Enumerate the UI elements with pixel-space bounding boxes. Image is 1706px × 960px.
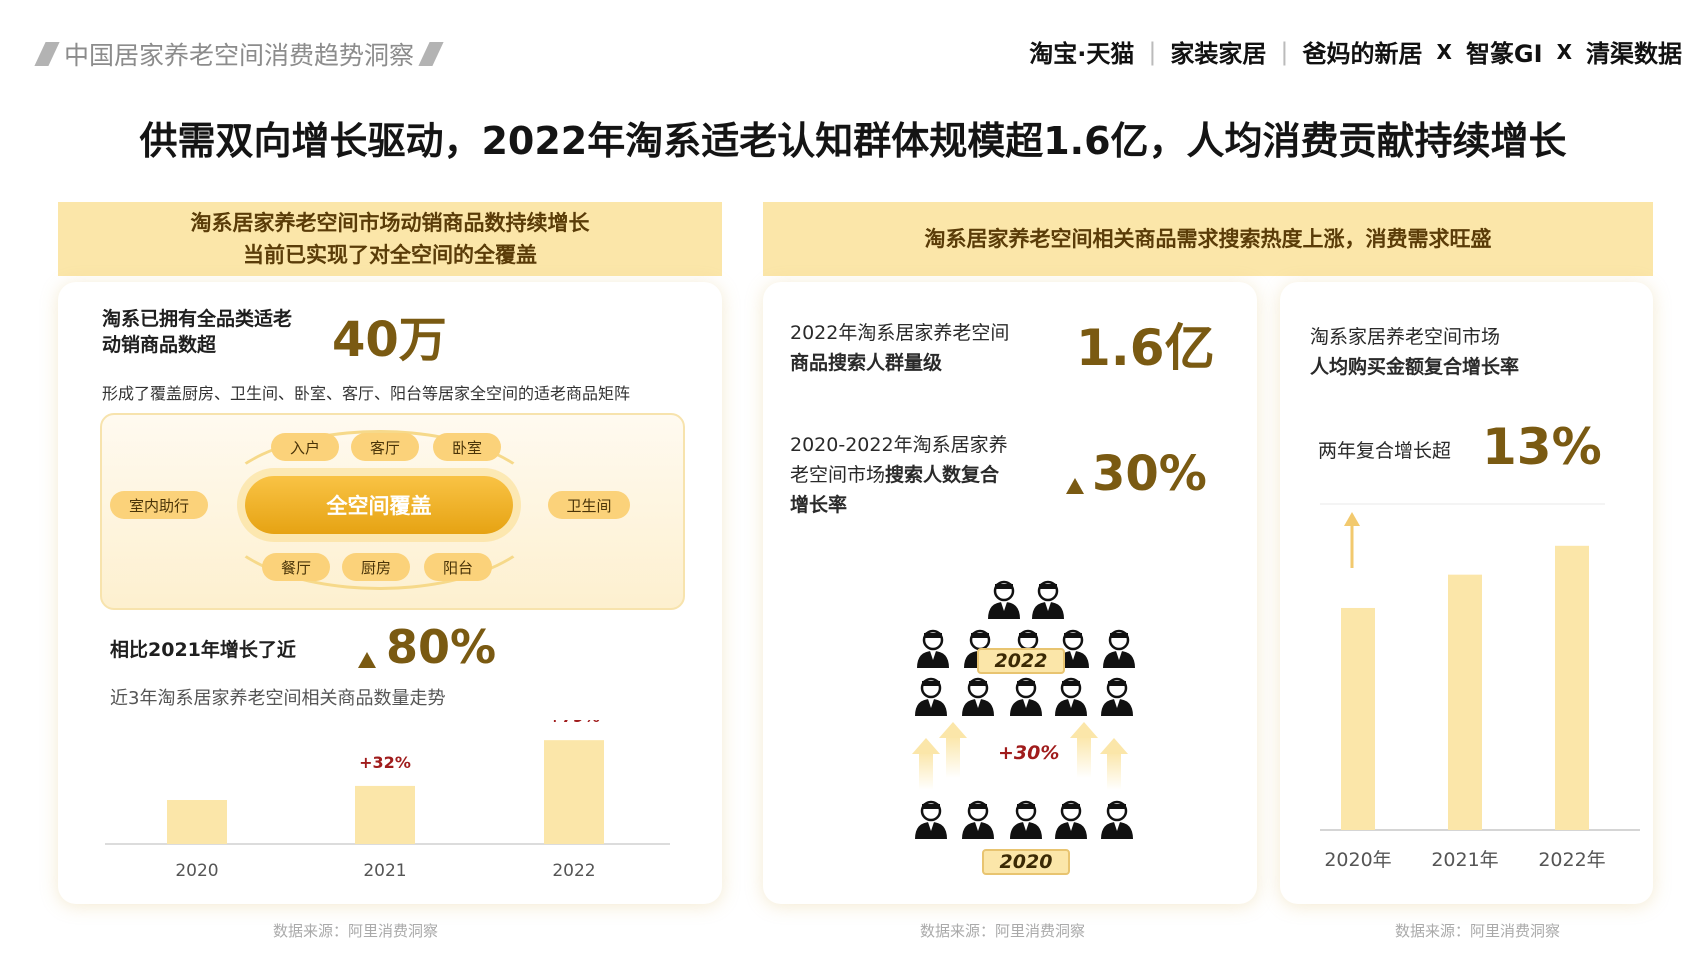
person-icon <box>1101 800 1133 839</box>
slash-decoration-right <box>418 42 444 66</box>
room-pill-walking-aid: 室内助行 <box>110 491 208 519</box>
right-bar-chart: 2020年 2021年 2022年 <box>1320 503 1640 871</box>
left-banner-line2: 当前已实现了对全空间的全覆盖 <box>243 243 537 267</box>
room-pill-kitchen: 厨房 <box>342 553 410 581</box>
left-source: 数据来源：阿里消费洞察 <box>273 922 439 940</box>
bar-2021年 <box>1448 574 1482 830</box>
room-pill-entrance: 入户 <box>271 433 339 461</box>
arc-bottom <box>212 430 547 590</box>
growth-tag-30: +30% <box>998 742 1060 764</box>
brand-partner2: 清渠数据 <box>1586 40 1682 68</box>
room-pill-bathroom: 卫生间 <box>548 491 630 519</box>
brand-parents: 爸妈的新居 <box>1302 40 1423 68</box>
middle-stat2-label: 2020-2022年淘系居家养 老空间市场搜索人数复合 增长率 <box>790 430 1008 520</box>
x-tick-label: 2020 <box>175 861 218 881</box>
right-source: 数据来源：阿里消费洞察 <box>1395 922 1561 940</box>
person-icon <box>988 580 1020 619</box>
left-growth-label: 相比2021年增长了近 <box>110 639 296 661</box>
partner-separator: X <box>1556 39 1572 64</box>
person-icon <box>1057 629 1089 668</box>
coverage-center-pill: 全空间覆盖 <box>245 476 513 534</box>
bar-2022 <box>544 740 604 844</box>
bar-annotation: +32% <box>359 753 411 772</box>
left-banner: 淘系居家养老空间市场动销商品数持续增长 当前已实现了对全空间的全覆盖 <box>58 202 722 276</box>
room-pill-bedroom: 卧室 <box>433 433 501 461</box>
left-stat-value: 40万 <box>332 312 447 368</box>
report-title: 中国居家养老空间消费趋势洞察 <box>64 41 415 70</box>
left-growth-value: 80% <box>386 620 497 674</box>
middle-stat1-value: 1.6亿 <box>1076 319 1215 377</box>
left-stat-label-line1: 淘系已拥有全品类适老 <box>102 308 293 330</box>
bar-annotation: +79% <box>548 720 600 726</box>
up-arrow-icon <box>1070 722 1098 778</box>
left-desc: 形成了覆盖厨房、卫生间、卧室、客厅、阳台等居家全空间的适老商品矩阵 <box>102 384 631 403</box>
x-tick-label: 2022 <box>552 861 595 881</box>
brand-home: 家装家居 <box>1170 40 1267 68</box>
person-icon <box>1103 629 1135 668</box>
bar-2022年 <box>1555 545 1589 830</box>
middle-banner: 淘系居家养老空间相关商品需求搜索热度上涨，消费需求旺盛 <box>763 202 1653 276</box>
page-headline: 供需双向增长驱动，2022年淘系适老认知群体规模超1.6亿，人均消费贡献持续增长 <box>139 119 1567 163</box>
left-chart-title: 近3年淘系居家养老空间相关商品数量走势 <box>110 688 446 709</box>
bar-2020年 <box>1341 607 1375 830</box>
bar-2020 <box>167 800 227 844</box>
person-icon <box>915 800 947 839</box>
left-stat-label: 淘系已拥有全品类适老 动销商品数超 <box>102 306 292 358</box>
right-cagr-label: 两年复合增长超 <box>1318 440 1452 462</box>
up-arrow-icon <box>939 722 967 778</box>
person-icon <box>915 677 947 716</box>
brand-partner1: 智篆GI <box>1465 40 1543 68</box>
top-bar: 中国居家养老空间消费趋势洞察 淘宝·天猫 | 家装家居 | 爸妈的新居 X 智篆… <box>0 0 1706 100</box>
right-cagr-value: 13% <box>1482 418 1602 476</box>
year-tag-2020: 2020 <box>982 849 1070 875</box>
middle-stat1-line1: 2022年淘系居家养老空间 <box>790 322 1010 344</box>
middle-stat2-line1: 2020-2022年淘系居家养 <box>790 434 1008 456</box>
up-arrow-icon <box>1100 738 1128 790</box>
up-arrow-icon <box>912 738 940 790</box>
person-icon <box>917 629 949 668</box>
room-pill-dining: 餐厅 <box>262 553 330 581</box>
x-tick-label: 2022年 <box>1538 849 1605 871</box>
slash-decoration-left <box>34 42 60 66</box>
room-pill-balcony: 阳台 <box>424 553 492 581</box>
middle-stat2-line3: 增长率 <box>790 494 848 516</box>
middle-growth-triangle-icon <box>1066 478 1084 498</box>
person-icon <box>1101 677 1133 716</box>
right-label-line1: 淘系家居养老空间市场 <box>1310 326 1501 348</box>
person-icon <box>962 800 994 839</box>
left-stat-label-line2: 动销商品数超 <box>102 334 217 356</box>
x-tick-label: 2020年 <box>1324 849 1391 871</box>
middle-source: 数据来源：阿里消费洞察 <box>920 922 1086 940</box>
person-icon <box>1055 800 1087 839</box>
person-icon <box>1010 677 1042 716</box>
report-tag: 中国居家养老空间消费趋势洞察 <box>34 34 444 74</box>
trend-arrow-head-icon <box>1344 512 1360 526</box>
person-icon <box>1010 800 1042 839</box>
middle-stat1-line2: 商品搜索人群量级 <box>790 352 943 374</box>
bar-2021 <box>355 785 415 844</box>
year-tag-2022: 2022 <box>977 648 1065 674</box>
middle-stat2-line2b: 搜索人数复合 <box>885 464 1000 486</box>
left-growth-triangle-icon <box>358 652 376 672</box>
left-bar-chart: 2020 2021 +32% 2022 +79% <box>105 720 670 881</box>
right-label: 淘系家居养老空间市场 人均购买金额复合增长率 <box>1310 322 1519 382</box>
person-icon <box>1032 580 1064 619</box>
x-tick-label: 2021年 <box>1431 849 1498 871</box>
middle-banner-text: 淘系居家养老空间相关商品需求搜索热度上涨，消费需求旺盛 <box>924 227 1492 251</box>
brand-logos: 淘宝·天猫 | 家装家居 | 爸妈的新居 X 智篆GI X 清渠数据 <box>1029 34 1682 69</box>
partner-separator: X <box>1436 39 1452 64</box>
x-tick-label: 2021 <box>363 861 406 881</box>
person-icon <box>962 677 994 716</box>
middle-stat2-value: 30% <box>1092 446 1207 502</box>
middle-stat2-line2a: 老空间市场 <box>790 464 886 486</box>
brand-taobao: 淘宝·天猫 <box>1029 40 1135 68</box>
right-label-line2: 人均购买金额复合增长率 <box>1310 356 1520 378</box>
room-pill-living: 客厅 <box>351 433 419 461</box>
left-banner-line1: 淘系居家养老空间市场动销商品数持续增长 <box>190 211 590 235</box>
person-icon <box>1055 677 1087 716</box>
middle-stat1-label: 2022年淘系居家养老空间 商品搜索人群量级 <box>790 318 1009 378</box>
